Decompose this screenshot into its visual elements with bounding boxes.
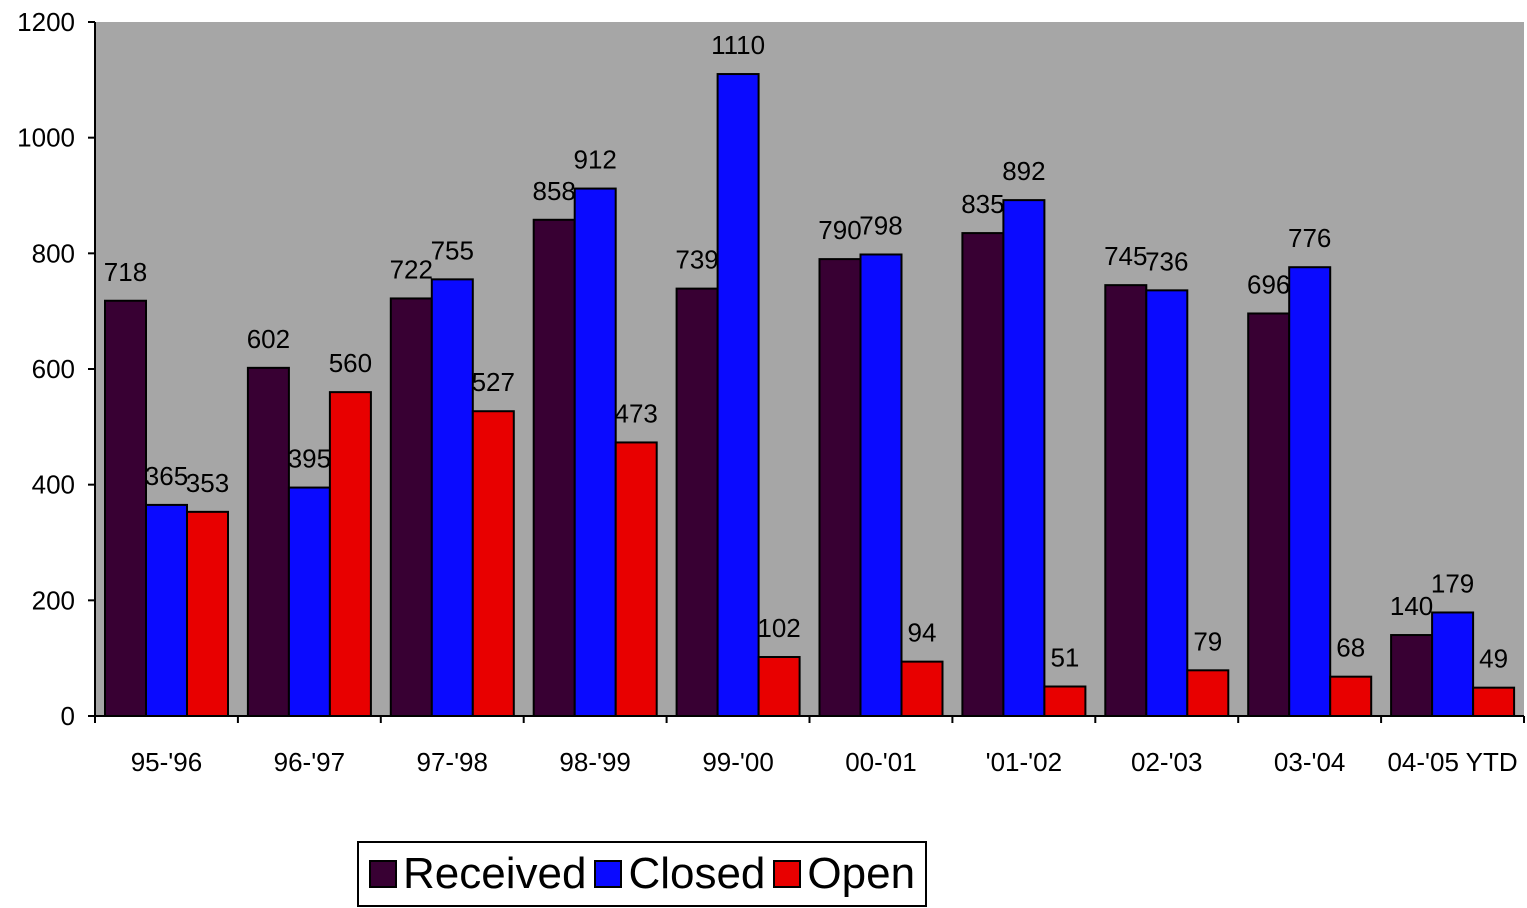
- x-tick-label: 99-'00: [702, 747, 773, 777]
- bar-open: [1186, 669, 1230, 717]
- data-label-received: 718: [104, 257, 147, 287]
- y-tick-label: 0: [61, 701, 75, 731]
- bar-received: [1104, 284, 1148, 717]
- x-tick-label: 04-'05 YTD: [1387, 747, 1517, 777]
- data-label-closed: 365: [145, 461, 188, 491]
- x-tick-label: 96-'97: [274, 747, 345, 777]
- bar-closed: [859, 253, 903, 718]
- data-label-closed: 1110: [711, 30, 765, 60]
- x-tick-label: 03-'04: [1274, 747, 1345, 777]
- data-label-open: 102: [757, 613, 800, 643]
- y-tick-label: 800: [32, 238, 75, 268]
- y-tick-label: 200: [32, 585, 75, 615]
- bar-open: [1043, 685, 1087, 718]
- bar-received: [961, 232, 1005, 717]
- data-label-received: 602: [247, 324, 290, 354]
- legend-label-received: Received: [403, 849, 587, 898]
- data-label-open: 527: [472, 367, 515, 397]
- data-label-open: 51: [1050, 643, 1079, 673]
- bar-received: [389, 297, 433, 717]
- bar-open: [186, 510, 229, 717]
- bar-closed: [430, 278, 474, 717]
- data-label-closed: 776: [1288, 223, 1331, 253]
- data-label-closed: 179: [1431, 568, 1474, 598]
- data-label-open: 353: [186, 468, 229, 498]
- data-label-received: 858: [533, 176, 576, 206]
- bar-open: [328, 391, 372, 717]
- bar-received: [532, 218, 576, 717]
- bar-closed: [1431, 611, 1475, 717]
- legend-item-received: Received: [369, 852, 586, 896]
- x-tick-label: 00-'01: [845, 747, 916, 777]
- bar-received: [675, 287, 719, 717]
- legend-swatch-closed: [594, 860, 623, 888]
- data-label-open: 560: [329, 348, 372, 378]
- data-label-closed: 736: [1145, 246, 1188, 276]
- data-label-open: 473: [615, 398, 658, 428]
- bar-open: [900, 660, 944, 717]
- data-label-closed: 798: [859, 210, 902, 240]
- bar-closed: [1288, 266, 1332, 717]
- data-label-open: 68: [1336, 633, 1365, 663]
- legend-label-open: Open: [807, 849, 916, 898]
- bar-closed: [573, 187, 617, 717]
- data-label-closed: 892: [1002, 156, 1045, 186]
- bar-closed: [145, 503, 188, 717]
- bar-received: [1247, 312, 1291, 717]
- bar-closed: [1145, 289, 1189, 717]
- data-label-received: 835: [961, 189, 1004, 219]
- bar-open: [757, 656, 801, 718]
- legend-swatch-received: [369, 860, 397, 888]
- data-label-closed: 755: [431, 235, 474, 265]
- data-label-open: 49: [1479, 644, 1508, 674]
- data-label-received: 140: [1390, 591, 1433, 621]
- legend: Received Closed Open: [357, 841, 927, 907]
- data-label-received: 722: [390, 254, 433, 284]
- y-tick-label: 400: [32, 470, 75, 500]
- x-tick-label: 95-'96: [131, 747, 202, 777]
- bar-received: [246, 366, 290, 717]
- legend-swatch-open: [773, 860, 802, 888]
- data-label-received: 790: [818, 215, 861, 245]
- y-tick-label: 600: [32, 354, 75, 384]
- bar-open: [471, 410, 515, 717]
- bar-open: [1329, 675, 1373, 718]
- y-tick-label: 1000: [17, 123, 75, 153]
- data-label-received: 745: [1104, 241, 1147, 271]
- bar-received: [818, 258, 862, 717]
- data-label-closed: 912: [574, 145, 617, 175]
- bar-chart: 0 200 400 600 800 1000 1200 95-'96 96-'97 97-'98 9…: [17, 7, 1525, 777]
- x-tick-label: 98-'99: [559, 747, 630, 777]
- bar-closed: [716, 73, 760, 718]
- data-label-closed: 395: [288, 444, 331, 474]
- data-label-open: 79: [1193, 626, 1222, 656]
- bar-received: [104, 299, 147, 717]
- bar-closed: [287, 486, 331, 717]
- data-label-received: 696: [1247, 269, 1290, 299]
- legend-label-closed: Closed: [628, 849, 766, 898]
- x-tick-label: '01-'02: [986, 747, 1062, 777]
- bar-open: [614, 441, 658, 717]
- x-tick-label: 02-'03: [1131, 747, 1202, 777]
- data-label-received: 739: [675, 245, 718, 275]
- data-label-open: 94: [908, 618, 937, 648]
- bar-received: [1390, 634, 1434, 717]
- legend-item-closed: Closed: [594, 852, 765, 896]
- legend-item-open: Open: [773, 852, 915, 896]
- bar-open: [1472, 686, 1516, 718]
- x-tick-label: 97-'98: [417, 747, 488, 777]
- y-tick-label: 1200: [17, 7, 75, 37]
- bar-closed: [1002, 199, 1046, 718]
